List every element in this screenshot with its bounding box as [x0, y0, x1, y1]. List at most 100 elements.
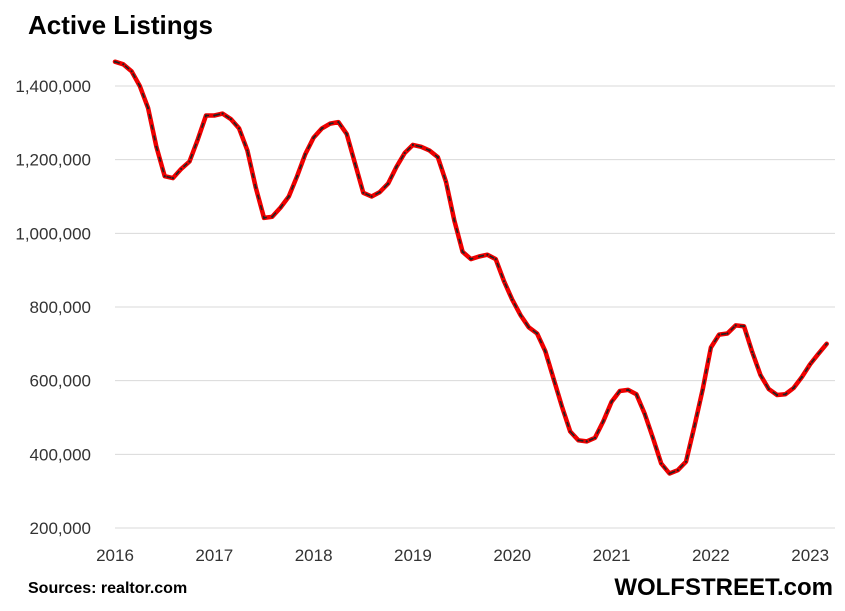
- data-point: [560, 405, 564, 408]
- y-tick-label: 800,000: [30, 298, 91, 317]
- data-point: [610, 400, 613, 403]
- brand-watermark: WOLFSTREET.com: [614, 574, 833, 601]
- data-point: [428, 149, 431, 152]
- data-point: [767, 388, 770, 391]
- x-tick-label: 2022: [692, 546, 730, 565]
- y-tick-label: 400,000: [30, 445, 91, 464]
- data-point: [792, 386, 795, 390]
- data-point: [362, 191, 365, 194]
- data-point: [138, 84, 141, 88]
- y-tick-label: 200,000: [30, 519, 91, 538]
- data-point: [668, 472, 671, 475]
- data-point: [809, 363, 812, 366]
- data-point: [502, 280, 506, 283]
- data-point: [593, 436, 597, 439]
- data-point: [370, 195, 373, 198]
- data-point: [544, 350, 547, 353]
- data-point: [262, 216, 266, 219]
- data-point: [552, 377, 555, 380]
- data-point: [651, 436, 655, 439]
- data-point: [345, 132, 348, 135]
- source-note: Sources: realtor.com: [28, 580, 188, 597]
- data-point: [254, 186, 257, 189]
- x-tick-label: 2016: [96, 546, 134, 565]
- x-tick-label: 2018: [295, 546, 333, 565]
- data-point: [800, 375, 804, 379]
- data-point: [643, 412, 646, 415]
- data-point: [709, 346, 713, 349]
- data-point: [387, 182, 390, 185]
- data-point: [469, 258, 472, 261]
- data-point: [569, 430, 572, 433]
- data-point: [395, 165, 398, 169]
- data-point: [444, 180, 448, 183]
- data-point: [486, 253, 489, 256]
- y-tick-label: 1,000,000: [15, 224, 91, 243]
- data-point: [221, 112, 224, 115]
- data-point: [734, 324, 737, 327]
- data-point: [329, 122, 332, 125]
- data-point: [196, 138, 199, 141]
- data-point: [817, 352, 820, 355]
- x-tick-label: 2021: [593, 546, 631, 565]
- data-point: [180, 167, 183, 170]
- data-point: [337, 121, 340, 124]
- data-point: [577, 439, 580, 442]
- data-point: [759, 374, 762, 377]
- data-point: [213, 114, 216, 117]
- data-point: [693, 425, 696, 428]
- data-point: [742, 325, 746, 328]
- data-point: [660, 462, 663, 465]
- data-point: [312, 136, 315, 139]
- data-point: [271, 215, 274, 218]
- data-point: [776, 393, 779, 397]
- data-point: [420, 145, 423, 148]
- data-point: [494, 258, 497, 261]
- data-point: [163, 175, 166, 178]
- data-point: [296, 175, 299, 178]
- data-point: [701, 388, 704, 391]
- chart-title: Active Listings: [28, 10, 213, 40]
- y-tick-label: 1,400,000: [15, 77, 91, 96]
- x-tick-label: 2023: [791, 546, 829, 565]
- data-point: [130, 70, 133, 73]
- x-tick-label: 2020: [493, 546, 531, 565]
- data-point: [279, 206, 282, 209]
- data-point: [320, 127, 323, 130]
- data-point: [585, 440, 588, 443]
- data-point: [726, 332, 729, 335]
- data-point: [461, 250, 464, 253]
- data-point: [378, 191, 381, 194]
- x-tick-label: 2019: [394, 546, 432, 565]
- data-point: [353, 162, 357, 165]
- gridlines: [115, 85, 835, 529]
- data-point: [527, 326, 530, 329]
- x-tick-label: 2017: [195, 546, 233, 565]
- data-point: [684, 460, 688, 463]
- data-point: [618, 389, 621, 393]
- series-line: [112, 59, 829, 476]
- data-point: [147, 107, 150, 110]
- data-point: [403, 151, 406, 155]
- data-point: [122, 63, 125, 66]
- data-point: [204, 114, 208, 117]
- data-point: [784, 393, 787, 396]
- data-point: [113, 60, 117, 63]
- data-point: [602, 420, 605, 423]
- data-point: [627, 388, 630, 391]
- data-point: [229, 118, 232, 121]
- data-point: [751, 350, 754, 353]
- data-point: [238, 127, 241, 130]
- series-active-listings: [112, 59, 829, 476]
- data-point: [519, 314, 522, 317]
- data-point: [511, 298, 514, 301]
- data-point: [478, 255, 481, 258]
- data-point: [635, 393, 638, 396]
- data-point: [536, 332, 539, 335]
- data-point: [718, 333, 721, 336]
- data-point: [188, 160, 191, 163]
- data-point: [304, 153, 307, 156]
- series-line-dash: [114, 60, 828, 475]
- data-point: [676, 469, 679, 472]
